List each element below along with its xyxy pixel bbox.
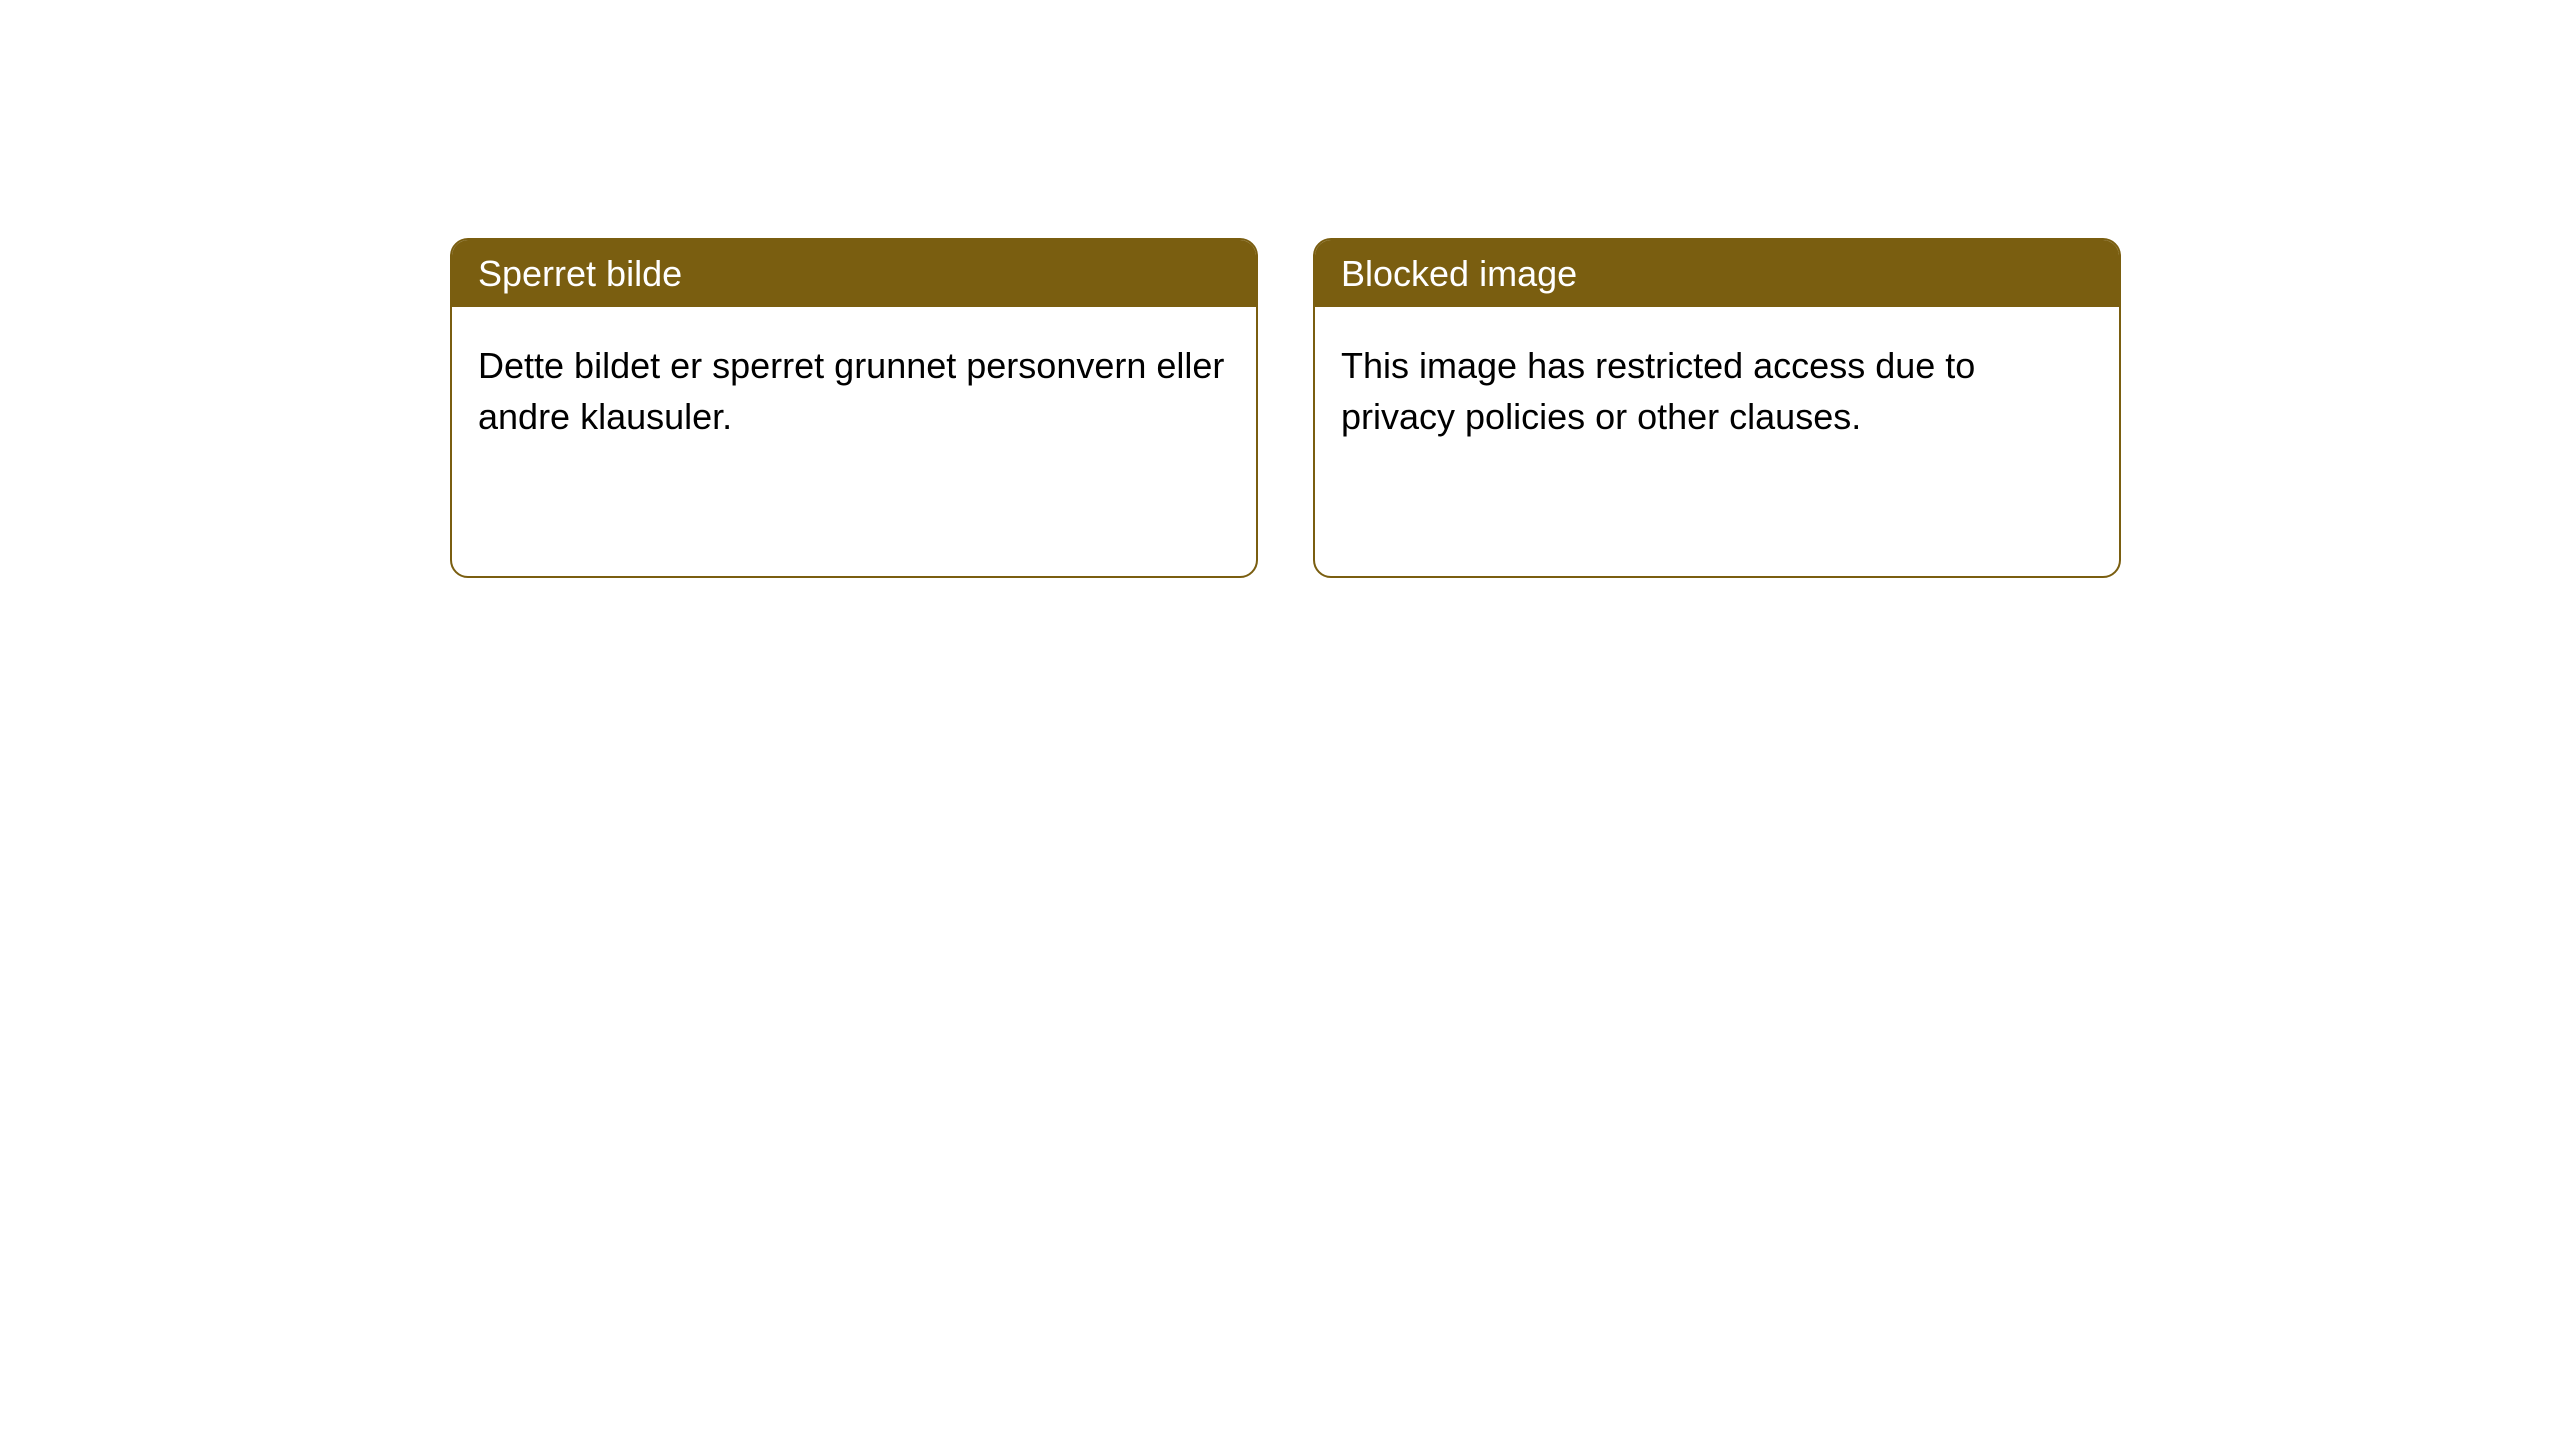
notice-card-body: This image has restricted access due to …: [1315, 307, 2119, 476]
notice-card-header: Sperret bilde: [452, 240, 1256, 307]
notice-card-body: Dette bildet er sperret grunnet personve…: [452, 307, 1256, 476]
notice-card-no: Sperret bilde Dette bildet er sperret gr…: [450, 238, 1258, 578]
notice-card-en: Blocked image This image has restricted …: [1313, 238, 2121, 578]
notice-cards-container: Sperret bilde Dette bildet er sperret gr…: [0, 0, 2560, 578]
notice-card-header: Blocked image: [1315, 240, 2119, 307]
